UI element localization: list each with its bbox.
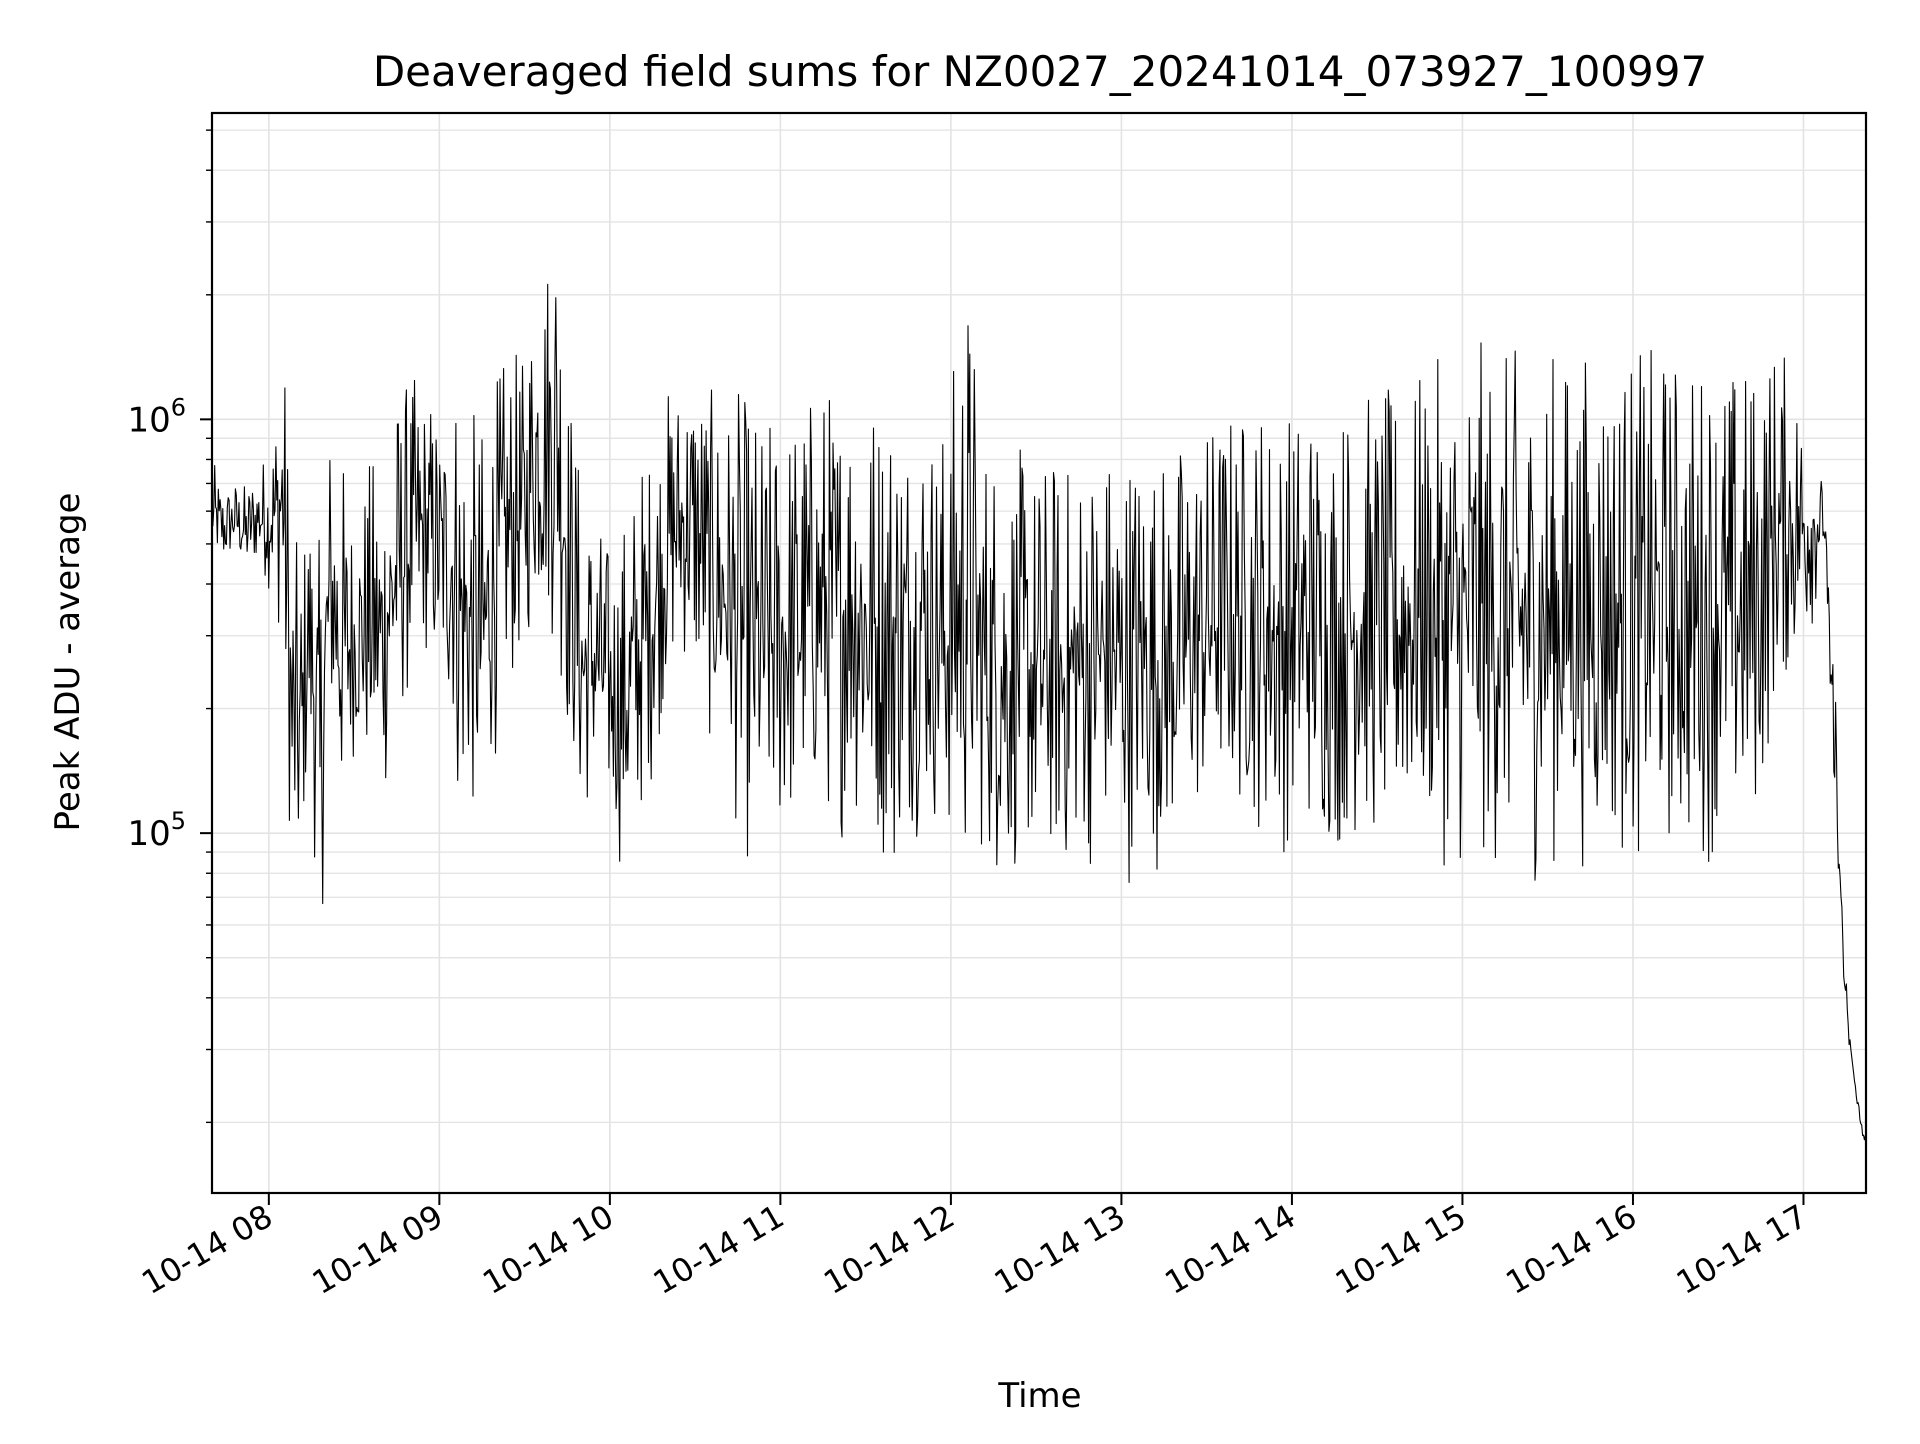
plot-frame <box>210 111 1868 1195</box>
chart-title: Deaveraged field sums for NZ0027_2024101… <box>373 47 1707 96</box>
y-tick-base: 10 <box>127 814 170 854</box>
y-tick-label: 106 <box>127 393 186 440</box>
y-tick-exponent: 6 <box>171 393 186 421</box>
y-tick-base: 10 <box>127 400 170 440</box>
y-axis-label: Peak ADU - average <box>48 493 88 832</box>
series-line <box>212 283 1866 1141</box>
y-tick-label: 105 <box>127 807 186 854</box>
x-axis-label: Time <box>997 1376 1081 1416</box>
y-tick-exponent: 5 <box>171 807 186 835</box>
series-group <box>212 283 1866 1141</box>
data-layer <box>212 283 1866 1141</box>
